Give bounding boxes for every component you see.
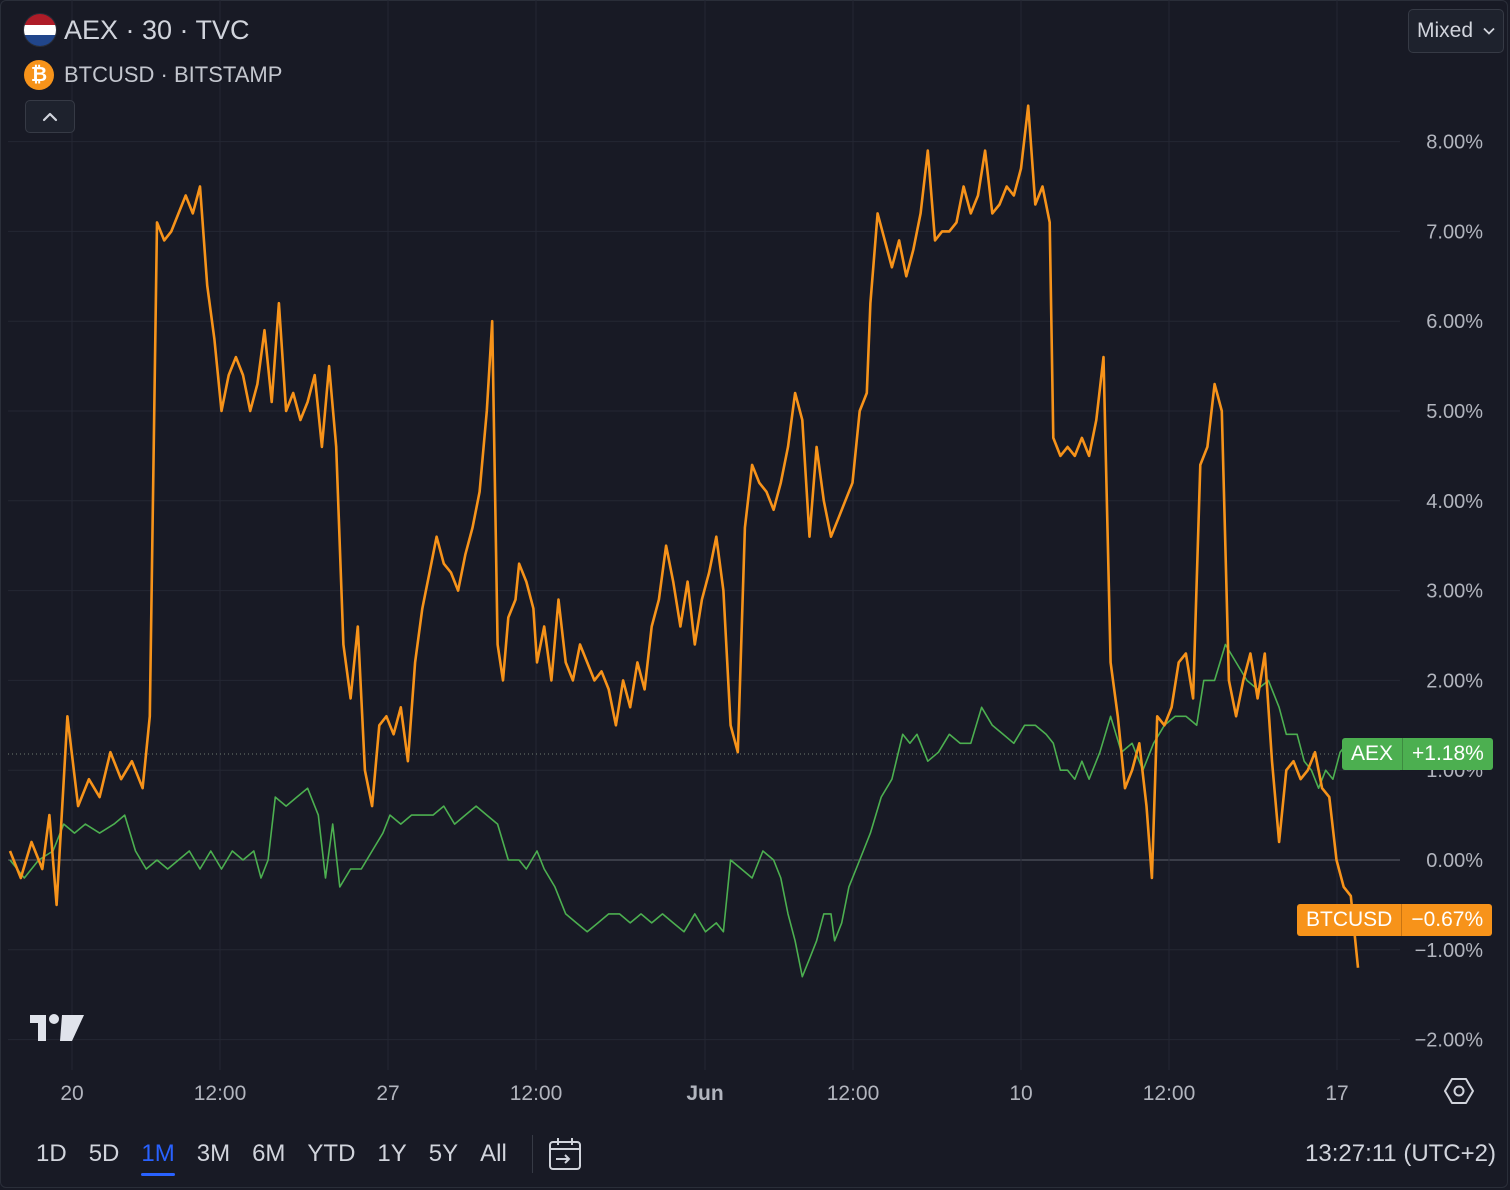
aex-tag-name: AEX <box>1342 738 1403 770</box>
y-tick-label: 8.00% <box>1426 132 1483 154</box>
aex-tag-value: +1.18% <box>1402 738 1493 770</box>
scale-mode-select[interactable]: Mixed <box>1408 9 1504 53</box>
collapse-legend-button[interactable] <box>25 100 75 133</box>
range-button-1y[interactable]: 1Y <box>377 1140 407 1167</box>
btc-tag-value: −0.67% <box>1401 904 1493 936</box>
x-tick-label: Jun <box>686 1082 723 1105</box>
x-tick-label: 12:00 <box>827 1082 880 1105</box>
range-button-5y[interactable]: 5Y <box>428 1140 459 1167</box>
calendar-goto-icon <box>548 1138 581 1170</box>
x-tick-label: 12:00 <box>194 1082 247 1105</box>
y-tick-label: 6.00% <box>1426 311 1483 333</box>
clock-timezone[interactable]: 13:27:11 (UTC+2) <box>1305 1140 1496 1167</box>
date-range-list: 1D 5D 1M 3M 6M YTD 1Y 5Y All <box>25 1124 518 1184</box>
range-button-3m[interactable]: 3M <box>196 1140 231 1167</box>
bitcoin-icon: ₿ <box>24 60 54 90</box>
x-tick-label: 27 <box>376 1082 399 1105</box>
y-tick-label: 5.00% <box>1426 401 1483 423</box>
x-tick-label: 10 <box>1009 1082 1032 1105</box>
chevron-down-icon <box>1483 27 1495 35</box>
grid-layer <box>8 0 1400 1070</box>
range-button-5d[interactable]: 5D <box>88 1140 120 1167</box>
aex-price-tag: AEX +1.18% <box>1342 738 1493 770</box>
go-to-date-button[interactable] <box>547 1136 585 1172</box>
btc-price-tag: BTCUSD −0.67% <box>1297 904 1493 936</box>
x-tick-label: 12:00 <box>510 1082 563 1105</box>
range-button-6m[interactable]: 6M <box>252 1140 286 1167</box>
legend-main-series[interactable]: AEX · 30 · TVC <box>24 14 250 46</box>
range-button-all[interactable]: All <box>480 1140 507 1167</box>
btc-tag-name: BTCUSD <box>1297 904 1402 936</box>
y-tick-label: −1.00% <box>1415 940 1484 962</box>
bottom-toolbar: 1D 5D 1M 3M 6M YTD 1Y 5Y All 13:27:11 (UTC+2) <box>0 1122 1508 1186</box>
series-layer <box>8 104 1360 978</box>
x-tick-label: 20 <box>60 1082 83 1105</box>
series-line-aex[interactable] <box>9 643 1359 978</box>
series-line-btcusd[interactable] <box>8 104 1360 968</box>
scale-mode-label: Mixed <box>1417 19 1474 42</box>
y-tick-label: 0.00% <box>1426 850 1483 872</box>
chevron-up-icon <box>42 112 58 121</box>
x-axis: 20 12:00 27 12:00 Jun 12:00 10 12:00 17 <box>60 1082 1348 1105</box>
tradingview-logo-icon[interactable] <box>30 1013 86 1043</box>
y-tick-label: 7.00% <box>1426 221 1483 243</box>
y-axis: 8.00%7.00%6.00%5.00%4.00%3.00%2.00%1.00%… <box>1415 132 1484 1052</box>
y-tick-label: −2.00% <box>1415 1030 1484 1052</box>
range-button-ytd[interactable]: YTD <box>307 1140 356 1167</box>
x-tick-label: 17 <box>1325 1082 1348 1105</box>
y-tick-label: 2.00% <box>1426 670 1483 692</box>
range-button-1m[interactable]: 1M <box>130 1124 185 1184</box>
compare-series-title: BTCUSD · BITSTAMP <box>64 62 283 87</box>
x-tick-label: 12:00 <box>1143 1082 1196 1105</box>
y-tick-label: 3.00% <box>1426 581 1483 603</box>
netherlands-flag-icon <box>24 14 56 46</box>
main-series-title: AEX · 30 · TVC <box>64 14 250 45</box>
range-button-1d[interactable]: 1D <box>36 1140 67 1167</box>
toolbar-divider <box>531 1135 533 1173</box>
legend-compare-series[interactable]: ₿ BTCUSD · BITSTAMP <box>24 60 282 90</box>
chart-settings-icon[interactable] <box>1444 1076 1474 1106</box>
y-tick-label: 4.00% <box>1426 491 1483 513</box>
